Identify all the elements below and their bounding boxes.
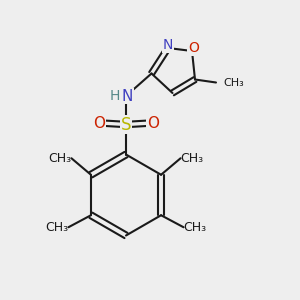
Text: O: O xyxy=(188,41,199,55)
Text: CH₃: CH₃ xyxy=(45,221,68,234)
Text: CH₃: CH₃ xyxy=(184,221,207,234)
Text: O: O xyxy=(93,116,105,130)
Text: CH₃: CH₃ xyxy=(48,152,71,165)
Text: CH₃: CH₃ xyxy=(181,152,204,165)
Text: O: O xyxy=(147,116,159,130)
Text: S: S xyxy=(121,116,131,134)
Text: N: N xyxy=(163,38,173,52)
Text: N: N xyxy=(122,88,133,104)
Text: H: H xyxy=(110,89,120,103)
Text: CH₃: CH₃ xyxy=(224,77,244,88)
